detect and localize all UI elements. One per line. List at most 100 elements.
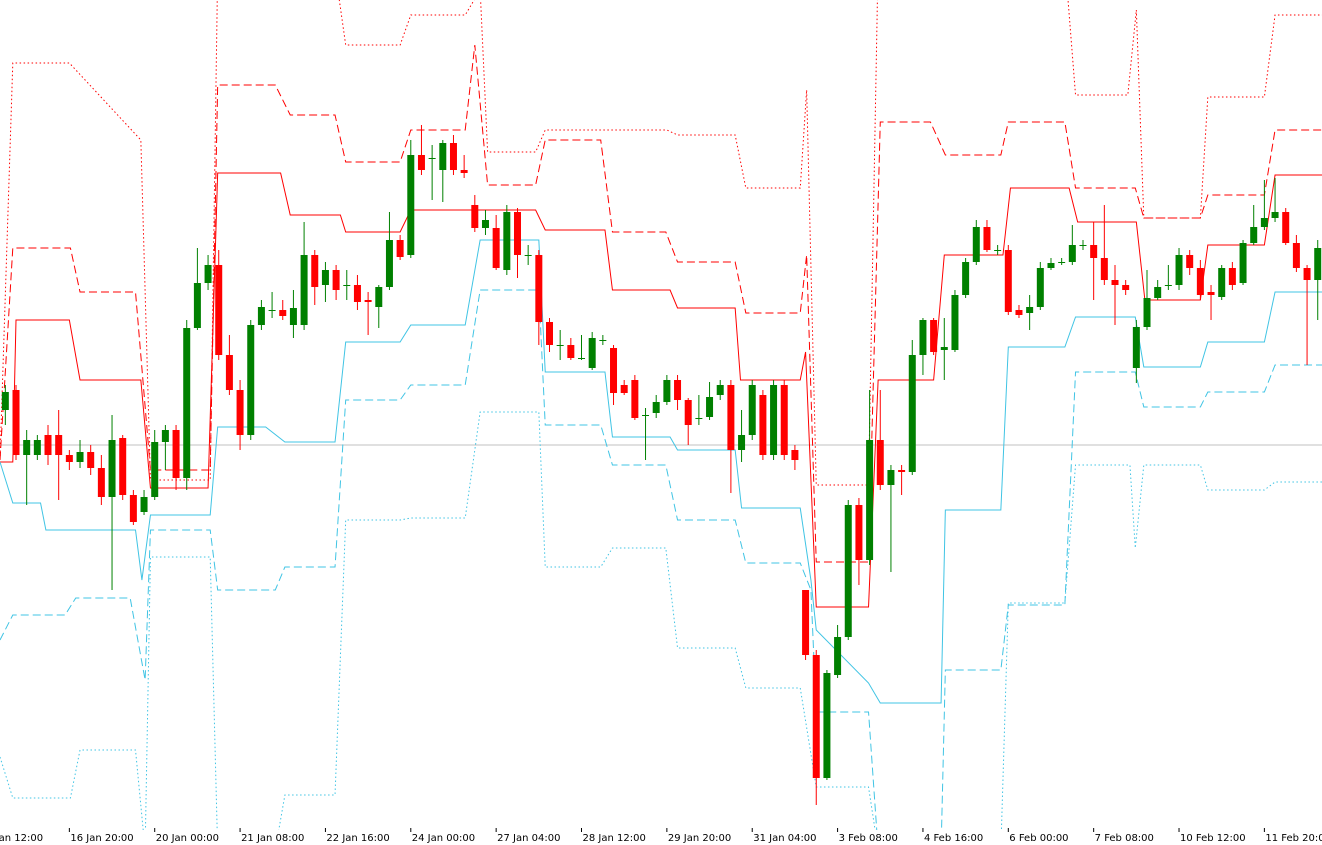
candle-body bbox=[1228, 268, 1236, 285]
candle-body bbox=[481, 220, 489, 228]
candle-body bbox=[738, 435, 746, 450]
candle-body bbox=[1239, 243, 1247, 283]
candle-body bbox=[1111, 280, 1119, 285]
candle-body bbox=[353, 285, 361, 302]
candle-body bbox=[1026, 307, 1034, 313]
candle-body bbox=[396, 240, 404, 257]
candle-body bbox=[642, 415, 650, 416]
candle-body bbox=[1218, 268, 1226, 297]
candle-body bbox=[1068, 245, 1076, 262]
candle-body bbox=[385, 240, 393, 287]
candle-body bbox=[1, 392, 9, 410]
candle-body bbox=[1271, 212, 1279, 218]
candle-body bbox=[770, 385, 778, 455]
candle-body bbox=[620, 385, 628, 393]
candle-body bbox=[236, 390, 244, 435]
candle-body bbox=[332, 270, 340, 290]
candle-body bbox=[1090, 245, 1098, 258]
candle-body bbox=[1175, 255, 1183, 285]
x-tick-label: 24 Jan 00:00 bbox=[412, 833, 475, 844]
candle-body bbox=[524, 255, 532, 256]
candle-body bbox=[674, 380, 682, 400]
candle-body bbox=[1100, 258, 1108, 280]
candle-body bbox=[471, 205, 479, 228]
x-tick-label: 16 Jan 20:00 bbox=[70, 833, 133, 844]
candle-body bbox=[748, 385, 756, 435]
candle-body bbox=[375, 287, 383, 307]
candle-body bbox=[951, 295, 959, 350]
candle-body bbox=[610, 348, 618, 393]
band-line bbox=[0, 289, 1322, 830]
candle-body bbox=[44, 435, 52, 455]
candle-body bbox=[428, 158, 436, 159]
candle-body bbox=[1196, 268, 1204, 295]
candle-body bbox=[780, 385, 788, 455]
candle-body bbox=[108, 440, 116, 497]
x-tick-label: 4 Feb 16:00 bbox=[924, 833, 983, 844]
candle-body bbox=[268, 310, 276, 311]
candle-body bbox=[343, 285, 351, 286]
candle-body bbox=[887, 470, 895, 485]
candle-body bbox=[1058, 262, 1066, 263]
candle-body bbox=[247, 325, 255, 435]
candle-body bbox=[908, 355, 916, 472]
candle-body bbox=[1303, 268, 1311, 280]
band-line bbox=[0, 44, 1322, 563]
band-line bbox=[0, 172, 1322, 608]
candle-body bbox=[300, 255, 308, 325]
x-tick-label: 11 Feb 20:00 bbox=[1265, 833, 1322, 844]
candle-body bbox=[289, 308, 297, 325]
candle-body bbox=[791, 450, 799, 460]
x-tick-label: Jan 12:00 bbox=[0, 833, 43, 844]
band-line bbox=[0, 239, 1322, 704]
x-tick-label: 28 Jan 12:00 bbox=[583, 833, 646, 844]
candle-body bbox=[1036, 268, 1044, 307]
candle-body bbox=[1314, 248, 1322, 280]
band-line bbox=[0, 411, 1322, 830]
candle-body bbox=[449, 143, 457, 170]
candle-body bbox=[866, 440, 874, 560]
candle-body bbox=[33, 440, 41, 455]
x-axis: Jan 12:00 16 Jan 20:00 20 Jan 00:00 21 Jan … bbox=[0, 828, 1322, 844]
candle-body bbox=[994, 250, 1002, 251]
candle-body bbox=[1282, 212, 1290, 243]
candle-body bbox=[898, 470, 906, 472]
x-tick-label: 3 Feb 08:00 bbox=[839, 833, 898, 844]
candle-body bbox=[1132, 327, 1140, 368]
candle-body bbox=[1260, 218, 1268, 227]
band-line bbox=[0, 0, 1322, 486]
candle-body bbox=[204, 265, 212, 283]
candle-body bbox=[588, 338, 596, 368]
candle-body bbox=[834, 637, 842, 675]
candle-body bbox=[695, 418, 703, 419]
candle-body bbox=[76, 452, 84, 462]
candle-body bbox=[1154, 287, 1162, 298]
candle-body bbox=[1079, 245, 1087, 246]
candle-body bbox=[161, 430, 169, 442]
candle-body bbox=[321, 270, 329, 285]
candle-body bbox=[1143, 298, 1151, 327]
candle-body bbox=[364, 300, 372, 302]
candle-body bbox=[972, 227, 980, 262]
candle-body bbox=[97, 468, 105, 497]
candle-body bbox=[940, 347, 948, 350]
candle-body bbox=[12, 390, 20, 455]
candle-body bbox=[193, 283, 201, 328]
candle-body bbox=[460, 170, 468, 173]
candle-body bbox=[930, 320, 938, 352]
x-tick-label: 10 Feb 12:00 bbox=[1180, 833, 1246, 844]
candle-body bbox=[962, 262, 970, 295]
candle-body bbox=[545, 322, 553, 345]
candle-body bbox=[151, 442, 159, 497]
candle-body bbox=[631, 380, 639, 418]
candle-body bbox=[407, 155, 415, 255]
candle-body bbox=[855, 505, 863, 560]
candle-body bbox=[119, 438, 127, 495]
candle-body bbox=[311, 255, 319, 287]
candle-body bbox=[257, 307, 265, 325]
candle-body bbox=[535, 255, 543, 322]
candle-body bbox=[439, 143, 447, 170]
candle-body bbox=[599, 340, 607, 341]
x-tick-label: 31 Jan 04:00 bbox=[753, 833, 816, 844]
